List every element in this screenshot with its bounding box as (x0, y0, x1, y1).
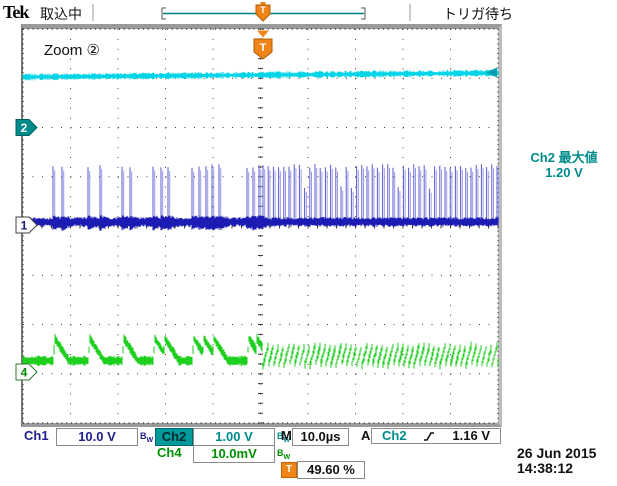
ch2-bandwidth-icon: BW (277, 431, 291, 444)
trigger-readout: Ch2 1.16 V (371, 428, 501, 444)
date-label: 26 Jun 2015 (517, 445, 597, 461)
trigger-status: トリガ待ち (443, 6, 513, 22)
timebase-readout: 10.0µs (292, 428, 349, 446)
trigger-level: 1.16 V (452, 428, 490, 443)
measurement-value: 1.20 V (545, 165, 583, 180)
acquisition-status: 取込中 (40, 6, 82, 22)
ch4-scale-readout: 10.0mV (193, 445, 275, 463)
ch2-max-measurement: Ch2 最大値 1.20 V (512, 150, 616, 180)
trigger-position-readout: 49.60 % (297, 461, 365, 479)
trigger-position-icon: T (281, 462, 297, 478)
zoom-window-bracket-right (361, 7, 366, 20)
rising-edge-icon (424, 432, 435, 441)
svg-text:T: T (260, 5, 266, 15)
zoom-window-bracket-left (161, 7, 166, 20)
timebase-label: M (281, 428, 292, 443)
measurement-label: Ch2 最大値 (530, 150, 598, 165)
scope-display (21, 24, 502, 427)
zoom-mode-label: Zoom ② (44, 42, 100, 59)
ch2-scale-readout: 1.00 V (193, 428, 275, 446)
tek-logo: Tek (3, 2, 29, 22)
datetime-display: 26 Jun 2015 14:38:12 (517, 446, 596, 476)
ch1-bandwidth-icon: BW (140, 431, 154, 444)
ch4-bandwidth-icon: BW (277, 448, 291, 461)
trigger-system-label: A (361, 428, 371, 443)
trigger-source: Ch2 (382, 428, 407, 443)
ch4-label: Ch4 (157, 445, 182, 460)
ch1-label: Ch1 (24, 428, 49, 443)
ch2-label: Ch2 (155, 428, 193, 446)
trigger-position-marker-top: T (255, 2, 271, 22)
time-label: 14:38:12 (517, 460, 574, 476)
ch1-scale-readout: 10.0 V (56, 428, 138, 446)
